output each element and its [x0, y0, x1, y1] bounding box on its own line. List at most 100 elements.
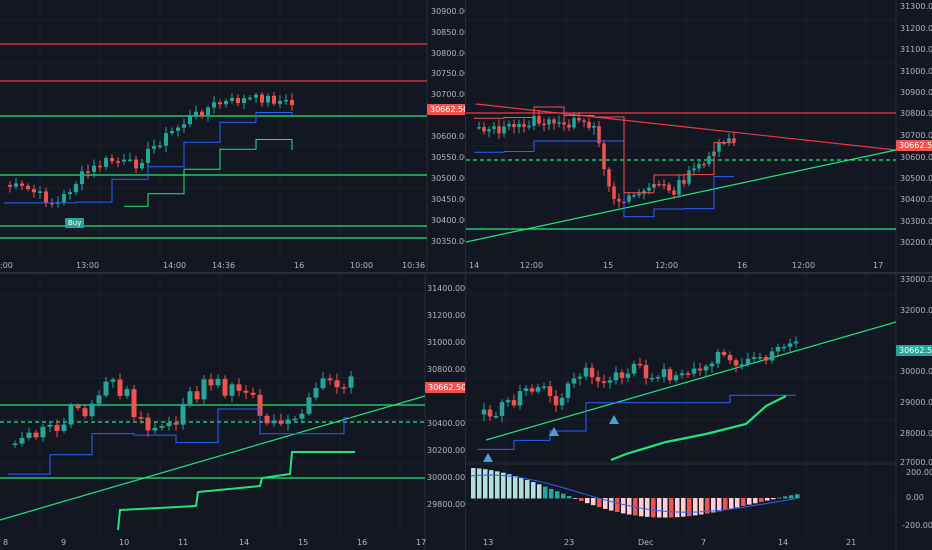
candle-body [187, 391, 193, 404]
candle-body [68, 192, 72, 195]
price-axis-label: 30700.00 [900, 131, 932, 140]
oscillator-bar [501, 472, 506, 499]
chart-pane-bottom-right[interactable]: 33000.00 32000.00 30662.50 30000.00 2900… [466, 274, 932, 550]
candle-body [152, 427, 158, 431]
candle-body [243, 390, 249, 393]
candle-body [182, 124, 186, 128]
candle-body [727, 138, 731, 143]
candle-body [110, 158, 114, 162]
chart-canvas[interactable] [0, 0, 465, 272]
oscillator-bar [639, 498, 644, 517]
oscillator-bar [651, 498, 656, 518]
candle-body [166, 422, 172, 427]
candle-body [80, 171, 84, 185]
candle-body [54, 424, 60, 432]
candle-body [104, 158, 108, 167]
candle-body [692, 168, 696, 171]
price-axis-label: 30700.00 [431, 90, 465, 99]
chart-pane-top-right[interactable]: 31300.00 31200.00 31100.00 31000.00 3090… [466, 0, 932, 272]
candle-body [224, 100, 228, 105]
candle-body [613, 372, 619, 381]
candle-body [26, 432, 32, 438]
ascending-trendline [466, 149, 897, 243]
time-axis-label: Dec [638, 538, 654, 547]
price-axis-label: 31100.00 [900, 45, 932, 54]
candle-body [527, 125, 531, 128]
price-axis-label: 30900.00 [431, 7, 465, 16]
oscillator-bar [609, 498, 614, 511]
candle-body [617, 198, 621, 202]
candle-body [146, 148, 150, 163]
price-axis-label: 30300.00 [900, 217, 932, 226]
candle-body [507, 124, 511, 127]
candle-body [306, 397, 312, 414]
pane-divider[interactable] [0, 272, 932, 274]
candle-body [334, 380, 340, 388]
candle-body [75, 405, 81, 409]
candle-body [33, 432, 39, 438]
candle-body [661, 369, 667, 377]
buy-marker-icon [549, 427, 559, 436]
last-price-tag: 30662.50 [427, 104, 465, 115]
candle-body [200, 111, 204, 117]
chart-canvas[interactable] [466, 274, 932, 550]
candle-body [552, 119, 556, 124]
oscillator-bar [549, 488, 554, 499]
price-axis-label: 30900.00 [900, 88, 932, 97]
candle-body [12, 443, 18, 445]
trailing-stop-line [8, 408, 351, 475]
candle-body [763, 356, 769, 361]
support-step-line [610, 395, 787, 462]
last-price-tag: 30662.50 [896, 140, 932, 151]
candle-body [787, 343, 793, 347]
chart-canvas[interactable] [0, 274, 465, 550]
candle-body [482, 127, 486, 132]
time-axis-label: 8 [3, 538, 9, 547]
candle-body [535, 387, 541, 392]
candle-body [284, 99, 288, 102]
oscillator-bar [699, 498, 704, 515]
oscillator-bar [495, 471, 500, 499]
candle-body [703, 366, 709, 371]
oscillator-bar [771, 498, 776, 500]
candle-body [667, 369, 673, 381]
candle-body [278, 100, 282, 104]
chart-pane-top-left[interactable]: 30900.00 30850.00 30800.00 30750.00 3070… [0, 0, 465, 272]
candle-body [208, 379, 214, 386]
oscillator-bar [567, 495, 572, 499]
pane-divider[interactable] [465, 0, 466, 550]
candle-body [577, 376, 583, 379]
oscillator-bar [657, 498, 662, 518]
candle-body [662, 184, 666, 186]
candle-body [493, 415, 499, 418]
candle-body [229, 384, 235, 396]
candle-body [687, 170, 691, 184]
oscillator-bar [561, 493, 566, 499]
time-axis-label: 16 [357, 538, 368, 547]
price-axis-label: 30000.00 [900, 367, 932, 376]
candle-body [707, 156, 711, 165]
candle-body [110, 379, 116, 382]
candle-body [152, 146, 156, 149]
candle-body [517, 391, 523, 406]
candle-body [647, 187, 651, 191]
chart-pane-bottom-left[interactable]: 31400.00 31200.00 31000.00 30800.00 3066… [0, 274, 465, 550]
candle-body [592, 126, 596, 128]
price-axis-label: 31200.00 [427, 311, 465, 320]
candle-body [74, 184, 78, 193]
candle-body [236, 384, 242, 391]
candle-body [215, 378, 221, 386]
time-axis-label: :00 [0, 261, 13, 270]
candle-body [188, 116, 192, 125]
candle-body [138, 417, 144, 419]
oscillator-bar [603, 498, 608, 509]
price-axis-label: 33000.00 [900, 275, 932, 284]
candle-body [502, 126, 506, 134]
time-axis-label: 14:00 [163, 261, 187, 270]
candle-body [541, 386, 547, 388]
chart-canvas[interactable] [466, 0, 932, 272]
candle-body [657, 183, 661, 186]
buy-marker-icon [483, 453, 493, 462]
candle-body [722, 142, 726, 144]
candle-body [40, 426, 46, 438]
